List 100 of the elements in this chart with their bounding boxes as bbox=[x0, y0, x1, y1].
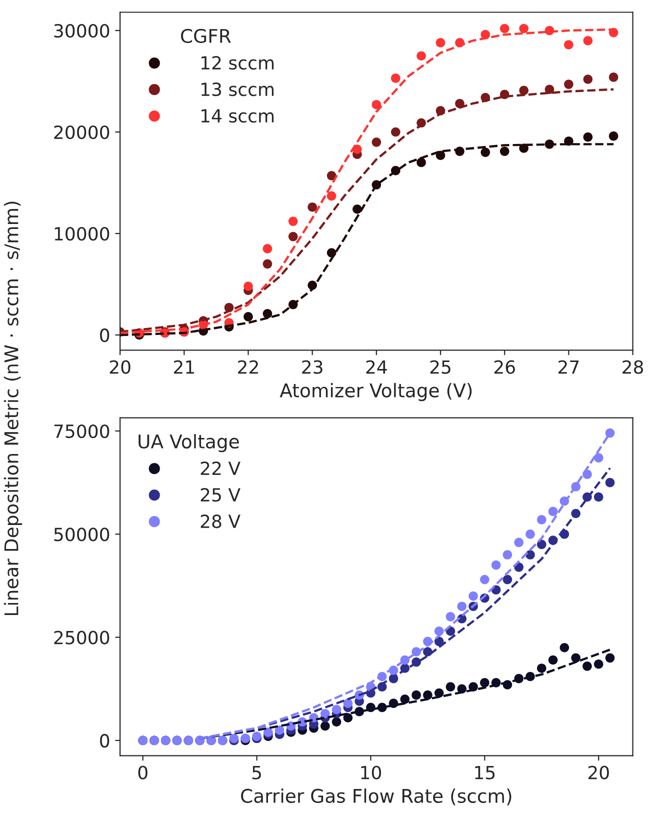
legend-label: 14 sccm bbox=[201, 109, 274, 123]
point bbox=[560, 642, 570, 652]
point bbox=[326, 170, 336, 180]
point bbox=[548, 506, 558, 516]
y-tick-label: 10000 bbox=[54, 226, 110, 241]
x-tick-label: 27 bbox=[558, 360, 579, 374]
point bbox=[416, 51, 426, 61]
point bbox=[436, 150, 446, 160]
point bbox=[500, 146, 510, 156]
point bbox=[605, 428, 615, 438]
y-tick-label: 0 bbox=[100, 734, 110, 748]
point bbox=[544, 84, 554, 94]
point bbox=[608, 72, 618, 82]
point bbox=[372, 100, 382, 110]
point bbox=[519, 24, 528, 34]
point bbox=[564, 80, 574, 89]
y-tick-label: 25000 bbox=[54, 630, 110, 644]
legend-label: 22 V bbox=[200, 462, 240, 475]
x-tick-label: 15 bbox=[475, 766, 495, 780]
point bbox=[564, 40, 574, 50]
x-tick-label: 24 bbox=[366, 360, 387, 374]
point bbox=[326, 191, 336, 201]
point bbox=[262, 309, 272, 318]
y-tick-label: 30000 bbox=[54, 24, 110, 38]
point bbox=[583, 36, 593, 46]
point bbox=[480, 148, 490, 157]
point bbox=[244, 282, 253, 291]
point bbox=[412, 690, 421, 700]
x-tick-label: 0 bbox=[138, 766, 148, 780]
point bbox=[400, 694, 410, 704]
point bbox=[320, 708, 330, 718]
point bbox=[594, 453, 604, 462]
y-axis-title: Linear Deposition Metric (nW · sccm · s/mm) bbox=[4, 202, 22, 616]
point bbox=[594, 659, 604, 669]
point bbox=[390, 74, 400, 83]
point bbox=[500, 24, 510, 34]
x-tick-label: 20 bbox=[588, 766, 609, 780]
x-tick-label: 25 bbox=[430, 360, 450, 374]
point bbox=[262, 259, 272, 269]
point bbox=[262, 244, 272, 254]
point bbox=[390, 127, 400, 137]
y-tick-label: 75000 bbox=[54, 424, 110, 438]
point bbox=[526, 529, 535, 539]
x-tick-label: 28 bbox=[622, 360, 644, 374]
point bbox=[514, 538, 524, 548]
point bbox=[571, 653, 580, 663]
y-tick-label: 20000 bbox=[54, 125, 110, 140]
point bbox=[288, 216, 298, 226]
point bbox=[332, 704, 342, 714]
legend-label: 12 sccm bbox=[201, 56, 274, 70]
x-tick-label: 5 bbox=[252, 766, 261, 780]
legend-label: 13 sccm bbox=[201, 82, 274, 96]
point bbox=[423, 690, 432, 700]
x-axis-title: Carrier Gas Flow Rate (sccm) bbox=[241, 788, 512, 806]
point bbox=[308, 202, 317, 212]
point bbox=[288, 232, 298, 242]
x-tick-label: 26 bbox=[494, 360, 515, 374]
legend-title: UA Voltage bbox=[138, 434, 239, 452]
point bbox=[583, 132, 593, 142]
point bbox=[502, 550, 512, 560]
point bbox=[244, 312, 253, 322]
point bbox=[332, 717, 342, 727]
point bbox=[446, 682, 456, 692]
point bbox=[480, 678, 490, 688]
point bbox=[491, 560, 501, 570]
point bbox=[274, 725, 284, 735]
point bbox=[320, 721, 330, 731]
point bbox=[502, 574, 512, 584]
point bbox=[605, 653, 615, 663]
point bbox=[594, 492, 604, 502]
point bbox=[536, 515, 546, 524]
point bbox=[519, 86, 528, 96]
point bbox=[457, 602, 467, 612]
point bbox=[582, 662, 592, 671]
point bbox=[436, 38, 446, 48]
point bbox=[416, 158, 426, 168]
point bbox=[548, 655, 558, 665]
point bbox=[608, 131, 618, 141]
point bbox=[343, 698, 353, 708]
x-tick-label: 10 bbox=[361, 766, 382, 780]
point bbox=[583, 74, 593, 84]
point bbox=[480, 574, 490, 584]
x-tick-label: 21 bbox=[174, 360, 194, 374]
point bbox=[468, 591, 478, 601]
x-tick-label: 23 bbox=[302, 360, 322, 374]
point bbox=[446, 612, 456, 622]
legend-label: 25 V bbox=[200, 488, 240, 502]
y-tick-label: 0 bbox=[100, 328, 110, 342]
y-tick-label: 50000 bbox=[54, 528, 110, 542]
point bbox=[372, 137, 382, 147]
point bbox=[536, 540, 546, 550]
legend-label: 28 V bbox=[200, 514, 240, 528]
point bbox=[252, 732, 262, 741]
point bbox=[352, 204, 362, 214]
point bbox=[343, 713, 353, 722]
x-tick-label: 22 bbox=[238, 360, 258, 374]
x-axis-title: Atomizer Voltage (V) bbox=[280, 382, 472, 402]
point bbox=[605, 478, 615, 488]
legend-title: CGFR bbox=[181, 28, 231, 44]
x-tick-label: 20 bbox=[110, 360, 130, 374]
